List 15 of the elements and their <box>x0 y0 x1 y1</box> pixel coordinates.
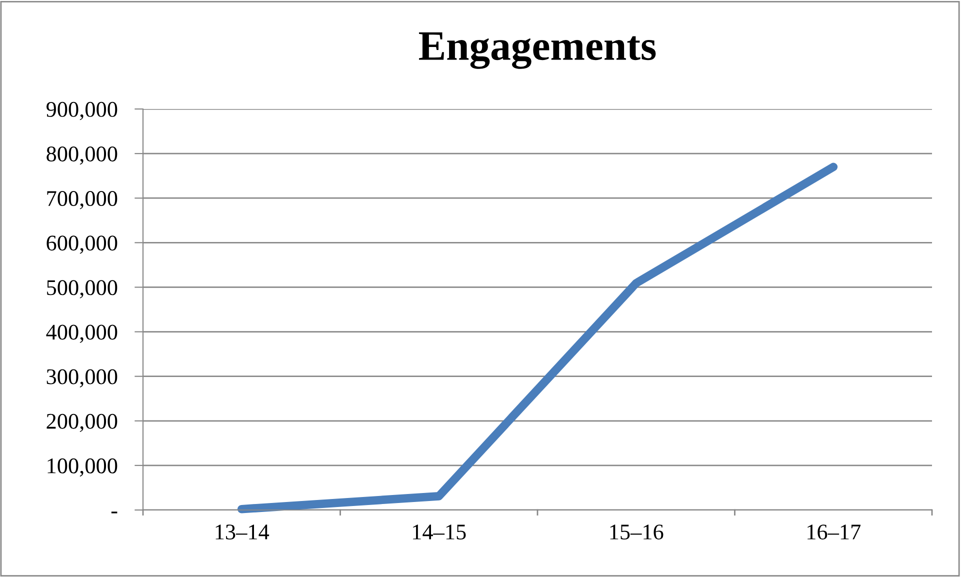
y-tick-label: - <box>111 512 118 514</box>
y-tick-label: 500,000 <box>47 280 118 298</box>
x-tick-label: 15–16 <box>610 524 664 540</box>
y-tick-label: 300,000 <box>46 369 118 388</box>
y-tick-label: 800,000 <box>46 146 118 165</box>
y-tick-label: 700,000 <box>47 191 118 210</box>
x-tick-label: 14–15 <box>413 524 466 540</box>
chart-title: Engagements <box>418 32 656 69</box>
x-tick-label: 13–14 <box>216 524 270 540</box>
y-tick-label: 100,000 <box>48 458 118 477</box>
x-tick-label: 16–17 <box>808 524 861 540</box>
y-tick-label: 900,000 <box>46 102 118 120</box>
y-tick-label: 400,000 <box>46 324 118 343</box>
y-tick-label: 600,000 <box>46 236 118 254</box>
y-tick-label: 200,000 <box>46 414 118 432</box>
